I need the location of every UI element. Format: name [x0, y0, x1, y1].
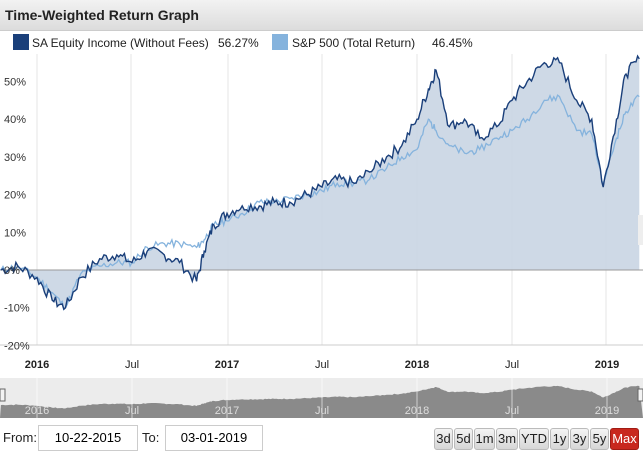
to-date-input[interactable]: 03-01-2019 [165, 425, 263, 451]
range-button-ytd[interactable]: YTD [519, 428, 549, 450]
range-button-5y[interactable]: 5y [590, 428, 609, 450]
y-tick-label: 0% [4, 265, 20, 277]
navigator-tick-label: Jul [125, 405, 139, 417]
from-label: From: [3, 430, 37, 445]
range-button-1m[interactable]: 1m [474, 428, 495, 450]
legend: SA Equity Income (Without Fees) 56.27% S… [0, 31, 643, 53]
range-button-3y[interactable]: 3y [570, 428, 589, 450]
panel-title: Time-Weighted Return Graph [5, 7, 199, 23]
legend-swatch-sp [272, 34, 288, 50]
return-chart: 50% 40% 30% 20% 10% 0% -10% -20% 2016 Jul 2017 Jul 2… [0, 54, 643, 418]
x-tick-label: 2019 [595, 359, 619, 371]
to-label: To: [142, 430, 160, 445]
y-tick-label: 10% [4, 227, 26, 239]
navigator-tick-label: 2018 [405, 405, 429, 417]
x-tick-label: Jul [315, 359, 329, 371]
navigator-tick-label: 2017 [215, 405, 239, 417]
navigator-handle-right[interactable] [637, 388, 643, 402]
panel-header: Time-Weighted Return Graph [0, 0, 643, 31]
legend-value-sa: 56.27% [218, 36, 259, 50]
navigator-handle-left[interactable] [0, 388, 6, 402]
scroll-handle[interactable] [638, 215, 643, 245]
x-tick-label: 2016 [25, 359, 49, 371]
range-button-3m[interactable]: 3m [496, 428, 518, 450]
y-tick-label: -10% [4, 303, 30, 315]
legend-swatch-sa [13, 34, 29, 50]
legend-value-sp: 46.45% [432, 36, 473, 50]
series-line-sa-equity [0, 54, 640, 311]
y-tick-label: 40% [4, 114, 26, 126]
x-tick-label: Jul [125, 359, 139, 371]
range-button-max[interactable]: Max [610, 428, 639, 450]
legend-label-sa[interactable]: SA Equity Income (Without Fees) [32, 36, 209, 50]
x-tick-label: 2018 [405, 359, 429, 371]
range-button-3d[interactable]: 3d [434, 428, 453, 450]
area-fill [0, 56, 640, 310]
range-button-5d[interactable]: 5d [454, 428, 473, 450]
y-tick-label: 30% [4, 152, 26, 164]
series-line-sp500 [0, 93, 640, 311]
legend-label-sp[interactable]: S&P 500 (Total Return) [292, 36, 416, 50]
from-date-input[interactable]: 10-22-2015 [38, 425, 138, 451]
y-tick-label: 20% [4, 190, 26, 202]
navigator-tick-label: 2016 [25, 405, 49, 417]
navigator-tick-label: 2019 [595, 405, 619, 417]
navigator-tick-label: Jul [505, 405, 519, 417]
y-tick-label: 50% [4, 77, 26, 89]
navigator-tick-label: Jul [315, 405, 329, 417]
y-tick-label: -20% [4, 340, 30, 352]
x-tick-label: Jul [505, 359, 519, 371]
x-tick-label: 2017 [215, 359, 239, 371]
range-button-1y[interactable]: 1y [550, 428, 569, 450]
